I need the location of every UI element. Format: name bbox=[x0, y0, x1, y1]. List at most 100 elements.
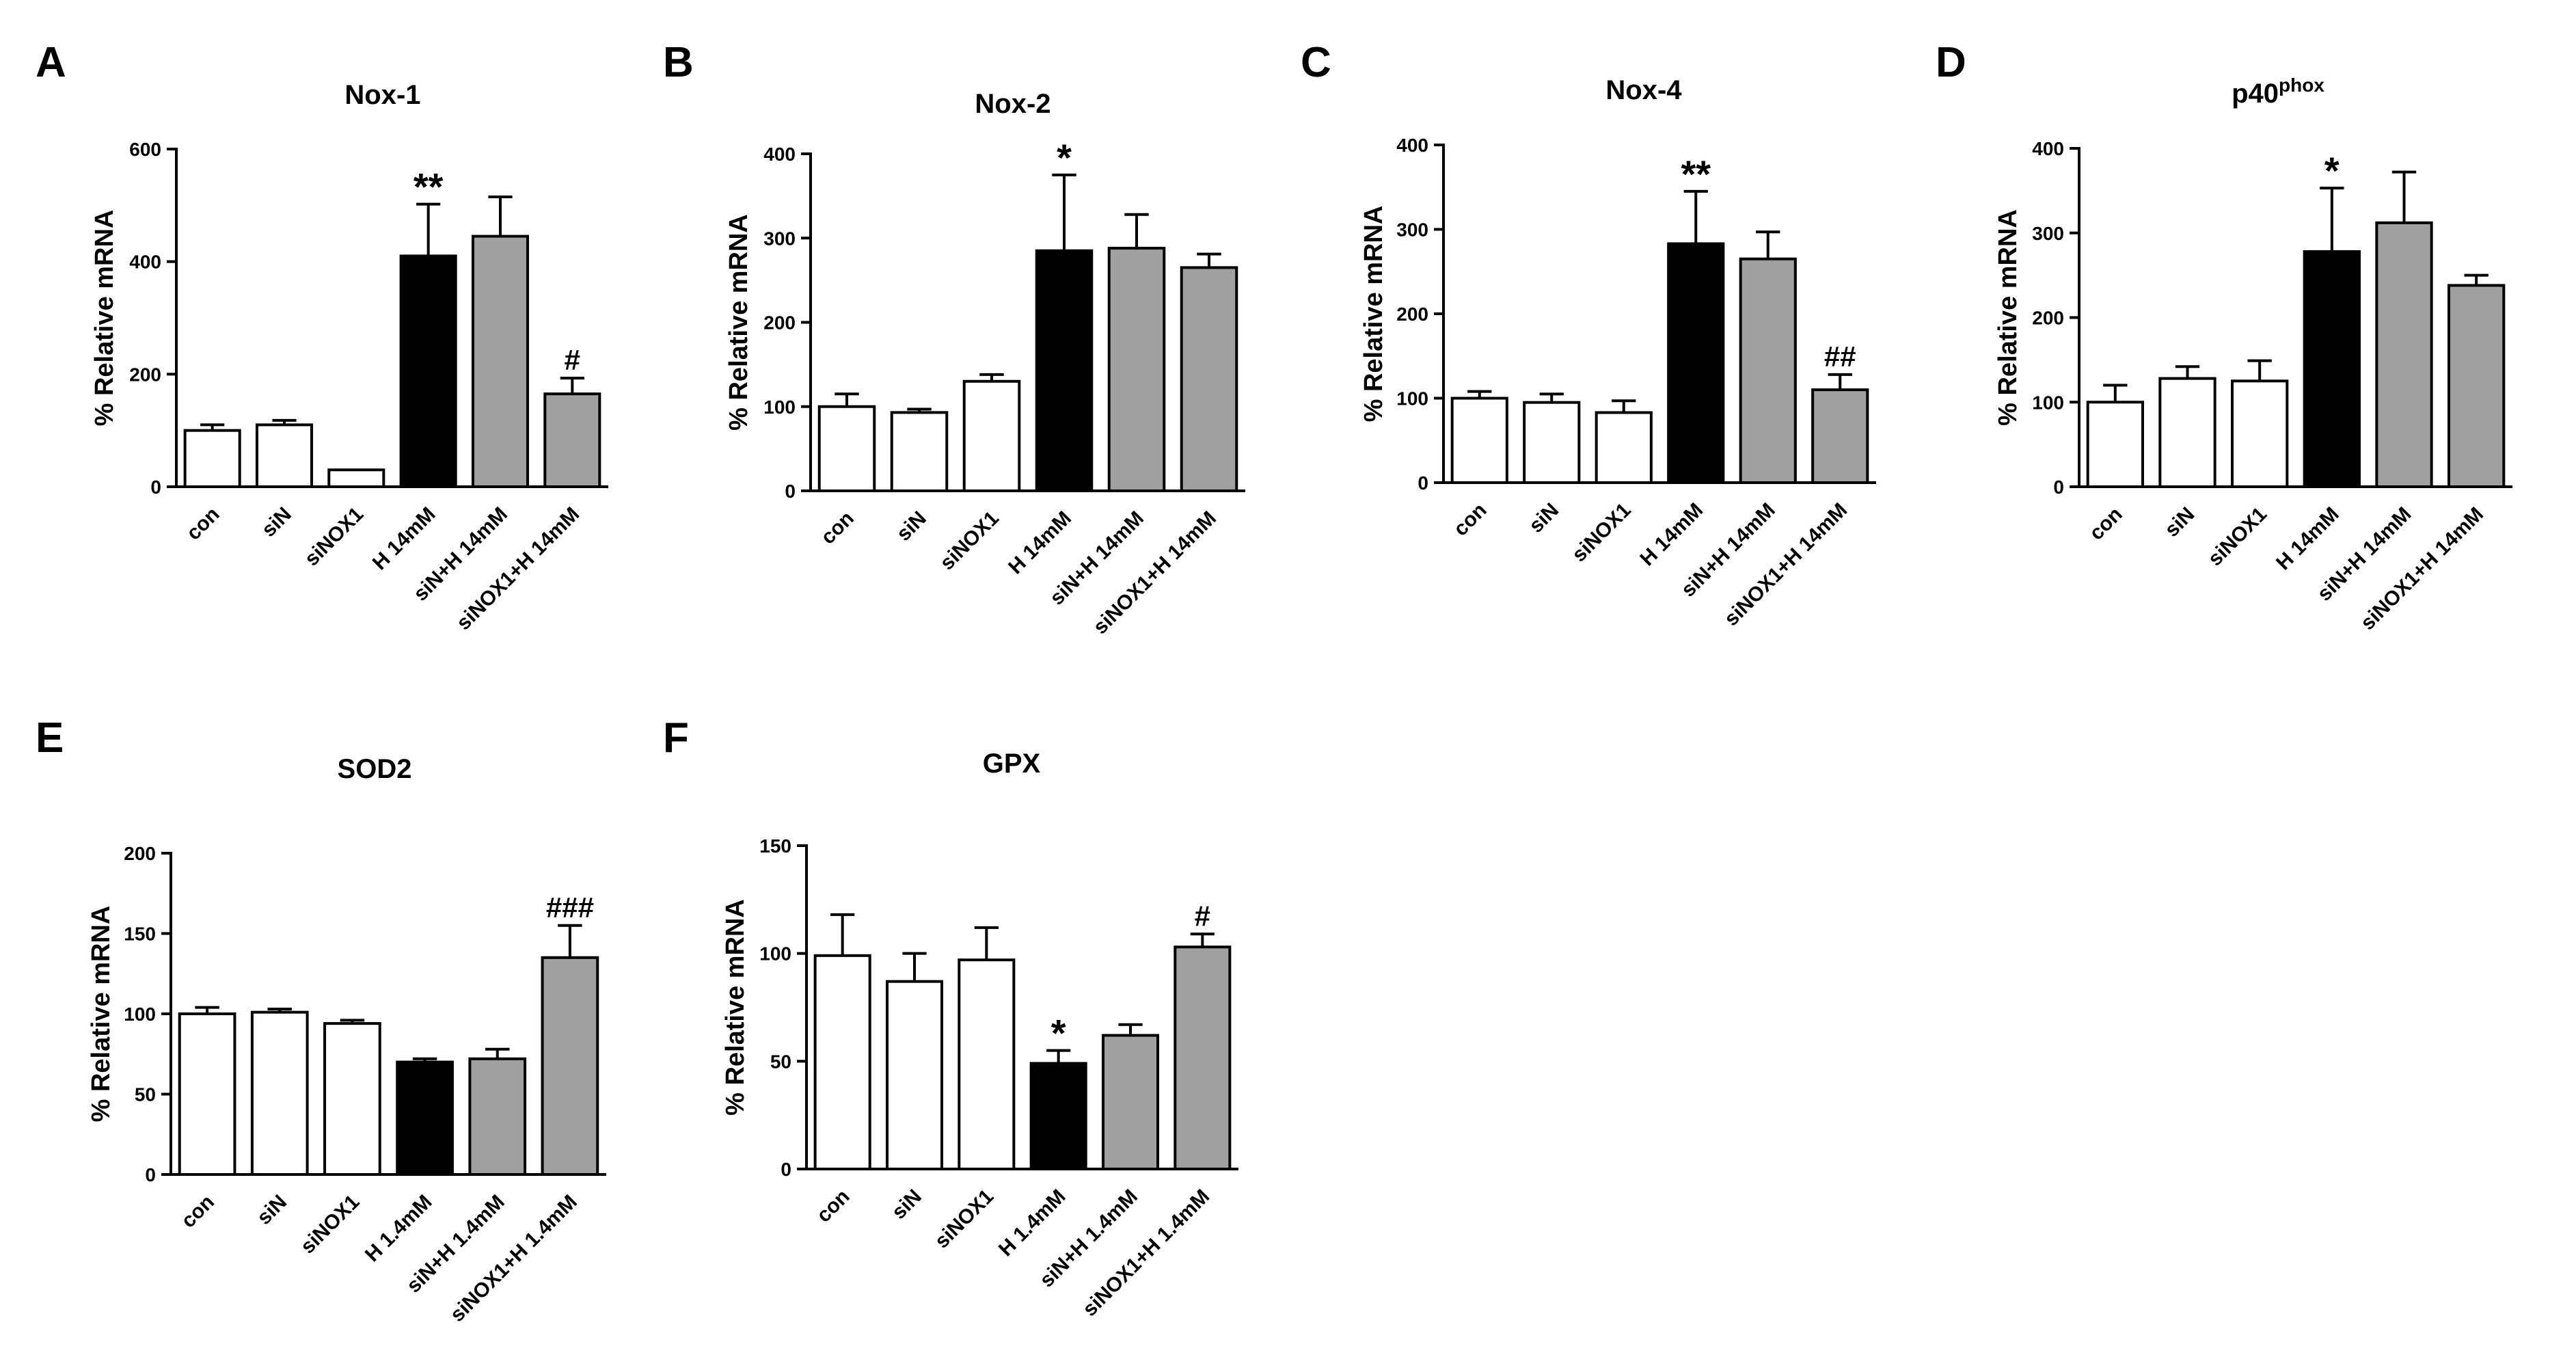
bar-sod2-1 bbox=[250, 1010, 309, 1177]
y-tick-label: 200 bbox=[763, 312, 796, 334]
bar-p40phox-1 bbox=[2158, 377, 2216, 488]
y-tick-label: 100 bbox=[124, 1004, 156, 1025]
y-tick-label: 0 bbox=[781, 1159, 791, 1180]
y-tick-label: 150 bbox=[124, 924, 156, 945]
bar-nox2-3 bbox=[1035, 249, 1094, 492]
y-tick-label: 100 bbox=[763, 397, 796, 418]
y-tick-label: 150 bbox=[759, 835, 791, 857]
significance-marker: ** bbox=[1681, 152, 1711, 196]
bar-sod2-5 bbox=[541, 956, 599, 1176]
bar-p40phox-2 bbox=[2231, 379, 2289, 488]
bar-nox2-2 bbox=[962, 379, 1021, 493]
y-axis-label: % Relative mRNA bbox=[90, 210, 119, 427]
panel-letter: F bbox=[663, 714, 689, 762]
y-axis-label: % Relative mRNA bbox=[721, 899, 750, 1116]
chart-title-text: SOD2 bbox=[338, 754, 412, 784]
bar-nox1-4 bbox=[471, 234, 530, 488]
bar-nox2-0 bbox=[817, 405, 876, 492]
bar-gpx-3 bbox=[1029, 1062, 1087, 1171]
y-tick-label: 600 bbox=[129, 139, 161, 160]
y-tick-label: 0 bbox=[785, 481, 796, 502]
chart-title-text: GPX bbox=[983, 749, 1041, 779]
y-tick-label: 200 bbox=[129, 364, 161, 385]
significance-marker: ## bbox=[1824, 340, 1856, 373]
y-tick-label: 0 bbox=[2053, 476, 2064, 498]
bar-gpx-5 bbox=[1174, 945, 1232, 1170]
chart-title-text: p40 bbox=[2232, 79, 2279, 109]
bar-p40phox-0 bbox=[2086, 401, 2144, 488]
bar-gpx-2 bbox=[958, 958, 1016, 1171]
significance-marker: # bbox=[565, 344, 580, 376]
y-axis-label: % Relative mRNA bbox=[87, 906, 116, 1123]
chart-title: p40phox bbox=[2232, 75, 2324, 109]
significance-marker: ### bbox=[546, 891, 594, 924]
bar-sod2-2 bbox=[323, 1022, 381, 1176]
y-tick-label: 50 bbox=[770, 1051, 791, 1072]
bar-p40phox-4 bbox=[2375, 221, 2433, 488]
bar-nox1-0 bbox=[183, 429, 241, 489]
bar-sod2-0 bbox=[178, 1012, 236, 1176]
chart-title: SOD2 bbox=[338, 754, 412, 784]
y-tick-label: 0 bbox=[1418, 472, 1428, 494]
y-tick-label: 300 bbox=[1396, 219, 1428, 241]
bar-nox1-2 bbox=[327, 468, 385, 488]
y-axis-label: % Relative mRNA bbox=[1359, 206, 1388, 422]
chart-title-text: Nox-4 bbox=[1605, 75, 1682, 105]
bar-sod2-3 bbox=[396, 1060, 454, 1176]
y-axis-label: % Relative mRNA bbox=[1994, 209, 2022, 426]
panel-letter: D bbox=[1936, 39, 1966, 86]
significance-marker: ** bbox=[413, 165, 444, 209]
y-tick-label: 50 bbox=[135, 1084, 156, 1105]
chart-title: Nox-2 bbox=[975, 89, 1050, 119]
bar-gpx-1 bbox=[885, 980, 944, 1171]
y-tick-label: 400 bbox=[763, 144, 796, 165]
chart-title: Nox-1 bbox=[344, 80, 420, 110]
panel-letter: A bbox=[36, 39, 66, 86]
significance-marker: # bbox=[1195, 900, 1210, 932]
y-tick-label: 300 bbox=[2032, 223, 2064, 244]
bar-sod2-4 bbox=[468, 1057, 527, 1177]
chart-title: Nox-4 bbox=[1605, 75, 1682, 105]
bar-p40phox-5 bbox=[2448, 284, 2506, 488]
y-tick-label: 200 bbox=[124, 843, 156, 864]
significance-marker: * bbox=[1057, 136, 1072, 179]
y-tick-label: 400 bbox=[1396, 135, 1428, 156]
y-axis-label: % Relative mRNA bbox=[724, 214, 753, 431]
y-tick-label: 100 bbox=[759, 943, 791, 965]
bar-nox4-4 bbox=[1739, 257, 1797, 484]
y-tick-label: 400 bbox=[2032, 138, 2064, 159]
bar-nox2-1 bbox=[890, 411, 949, 492]
chart-title-superscript: phox bbox=[2279, 75, 2324, 96]
bar-nox1-3 bbox=[399, 254, 457, 488]
bar-nox4-5 bbox=[1811, 388, 1869, 485]
chart-title-text: Nox-1 bbox=[344, 80, 420, 110]
y-tick-label: 100 bbox=[2032, 392, 2064, 413]
y-tick-label: 200 bbox=[1396, 304, 1428, 325]
bar-nox2-4 bbox=[1107, 247, 1166, 492]
panel-letter: B bbox=[663, 39, 694, 86]
bar-gpx-4 bbox=[1101, 1034, 1160, 1170]
y-tick-label: 400 bbox=[129, 252, 161, 273]
y-tick-label: 200 bbox=[2032, 308, 2064, 329]
panel-letter: C bbox=[1301, 39, 1331, 86]
bar-nox4-3 bbox=[1667, 242, 1725, 484]
bar-nox4-0 bbox=[1450, 397, 1508, 484]
y-tick-label: 0 bbox=[150, 476, 161, 498]
chart-title-text: Nox-2 bbox=[975, 89, 1050, 119]
panel-letter: E bbox=[36, 714, 64, 762]
bar-nox2-5 bbox=[1180, 266, 1238, 492]
chart-title: GPX bbox=[983, 749, 1041, 779]
y-tick-label: 100 bbox=[1396, 388, 1428, 409]
y-tick-label: 300 bbox=[763, 228, 796, 249]
bar-nox4-2 bbox=[1595, 411, 1653, 484]
significance-marker: * bbox=[1051, 1012, 1066, 1055]
significance-marker: * bbox=[2324, 149, 2340, 192]
y-tick-label: 0 bbox=[145, 1164, 156, 1185]
bar-nox1-1 bbox=[255, 423, 314, 489]
bar-nox1-5 bbox=[543, 392, 601, 489]
bar-gpx-0 bbox=[813, 954, 871, 1170]
bar-p40phox-3 bbox=[2303, 250, 2361, 488]
bar-nox4-1 bbox=[1523, 401, 1581, 484]
